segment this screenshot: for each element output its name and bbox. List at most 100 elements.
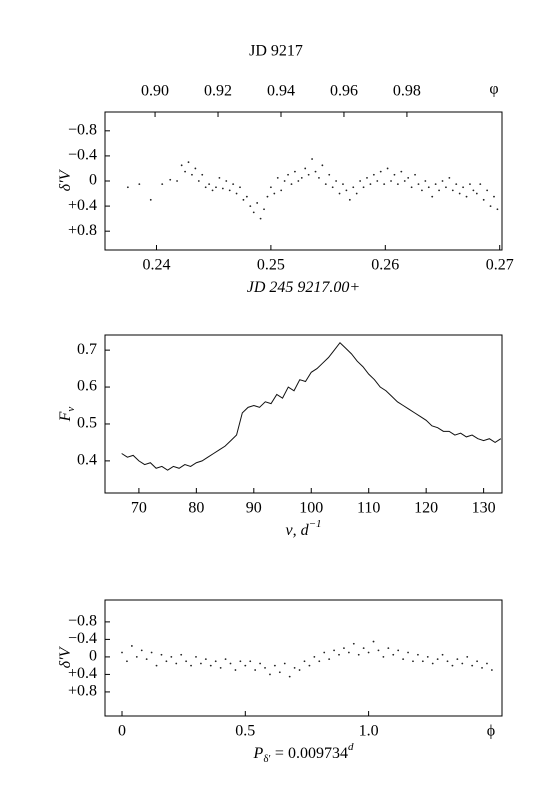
data-point	[224, 658, 227, 660]
data-point	[486, 662, 488, 665]
data-point	[359, 180, 362, 182]
data-point	[465, 195, 468, 198]
data-point	[161, 183, 164, 186]
y-tick-label: +0.8	[68, 222, 97, 239]
x-tick-label: 0.24	[142, 257, 170, 274]
panel: −0.8−0.40+0.4+0.80 0.5 1.0Pδ′ = 0.009734dϕ…	[57, 599, 503, 765]
data-point	[232, 183, 235, 186]
data-point	[345, 189, 348, 192]
data-point	[195, 656, 197, 658]
data-point	[486, 189, 489, 192]
y-tick-label: +0.4	[68, 665, 97, 682]
data-point	[242, 198, 245, 201]
data-point	[184, 170, 186, 173]
x-label-part: JD 245 9217.00+	[247, 279, 360, 296]
data-point	[338, 653, 340, 656]
data-point	[294, 170, 296, 173]
y-tick-label: 0.6	[77, 378, 97, 395]
y-tick-label: 0.5	[77, 415, 97, 432]
x-tick-label: 90	[246, 500, 262, 517]
data-point	[229, 662, 232, 665]
data-point	[451, 189, 454, 192]
data-point	[362, 647, 365, 650]
data-point	[300, 176, 303, 179]
data-point	[126, 186, 129, 189]
data-point	[311, 158, 313, 160]
data-point	[362, 186, 365, 189]
data-point	[200, 662, 202, 665]
data-point	[150, 651, 153, 654]
data-point	[318, 176, 320, 179]
data-point	[372, 173, 375, 176]
data-point	[355, 192, 358, 195]
y-axis-label: δ′V	[57, 645, 74, 668]
data-point	[417, 183, 420, 186]
x-label-sup: −1	[309, 518, 322, 530]
data-point	[436, 658, 439, 660]
data-point	[191, 173, 193, 176]
y-tick-label: −0.4	[68, 147, 97, 164]
x-axis-label: ν, d−1	[285, 518, 321, 539]
data-point	[130, 645, 133, 647]
data-point	[328, 658, 331, 660]
data-point	[348, 198, 351, 201]
data-point	[379, 170, 382, 173]
data-line	[121, 342, 502, 471]
data-point	[290, 183, 293, 186]
data-point	[347, 651, 350, 654]
data-point	[441, 180, 444, 182]
y-tick-label: 0	[89, 648, 97, 665]
data-point	[367, 651, 370, 654]
y-tick-label: −0.4	[68, 630, 97, 647]
y-label-sub: ν	[65, 407, 77, 412]
data-point	[407, 176, 410, 179]
y-axis-label: Fν	[57, 407, 77, 423]
data-point	[410, 186, 413, 189]
x-tick-label: 0.25	[257, 257, 285, 274]
data-point	[249, 660, 252, 663]
data-point	[338, 192, 341, 195]
x-tick-label: 130	[472, 500, 496, 517]
x-tick-label: 0.5	[235, 723, 255, 740]
x2-tick-label: 0.90	[141, 83, 169, 100]
x-tick-label: 110	[357, 500, 380, 517]
data-point	[264, 666, 266, 669]
data-point	[252, 211, 255, 214]
plot-frame	[104, 599, 503, 717]
data-point	[239, 186, 241, 189]
data-point	[283, 180, 286, 182]
x-tick-label: 100	[299, 500, 323, 517]
data-point	[249, 205, 252, 207]
data-point	[234, 669, 237, 671]
x-label-part: ν, d	[285, 522, 309, 539]
data-point	[280, 189, 283, 192]
data-point	[377, 649, 380, 652]
data-point	[333, 649, 335, 652]
data-point	[304, 167, 307, 170]
data-point	[426, 656, 429, 658]
data-point	[126, 660, 128, 663]
data-point	[190, 664, 192, 667]
data-point	[149, 198, 152, 201]
data-point	[481, 666, 483, 669]
data-point	[496, 208, 499, 211]
data-point	[466, 656, 469, 658]
data-point	[211, 189, 214, 192]
data-point	[266, 195, 269, 198]
data-point	[197, 180, 200, 182]
y-tick-label: 0.7	[77, 341, 97, 358]
data-point	[352, 642, 355, 645]
x-label-part: P	[253, 745, 264, 762]
panel: −0.8 −0.4 0 +0.4 +0.8 0.24 0.25 0.26 0.27 0.90 0.9…	[57, 43, 514, 296]
x-tick-label: 120	[414, 500, 438, 517]
data-point	[446, 660, 449, 663]
data-point	[204, 658, 207, 660]
data-point	[239, 660, 242, 663]
data-point	[121, 651, 123, 654]
data-point	[155, 664, 158, 667]
data-point	[254, 669, 257, 671]
data-point	[263, 208, 265, 211]
x2-axis-label: φ	[489, 81, 498, 98]
data-point	[283, 662, 286, 665]
